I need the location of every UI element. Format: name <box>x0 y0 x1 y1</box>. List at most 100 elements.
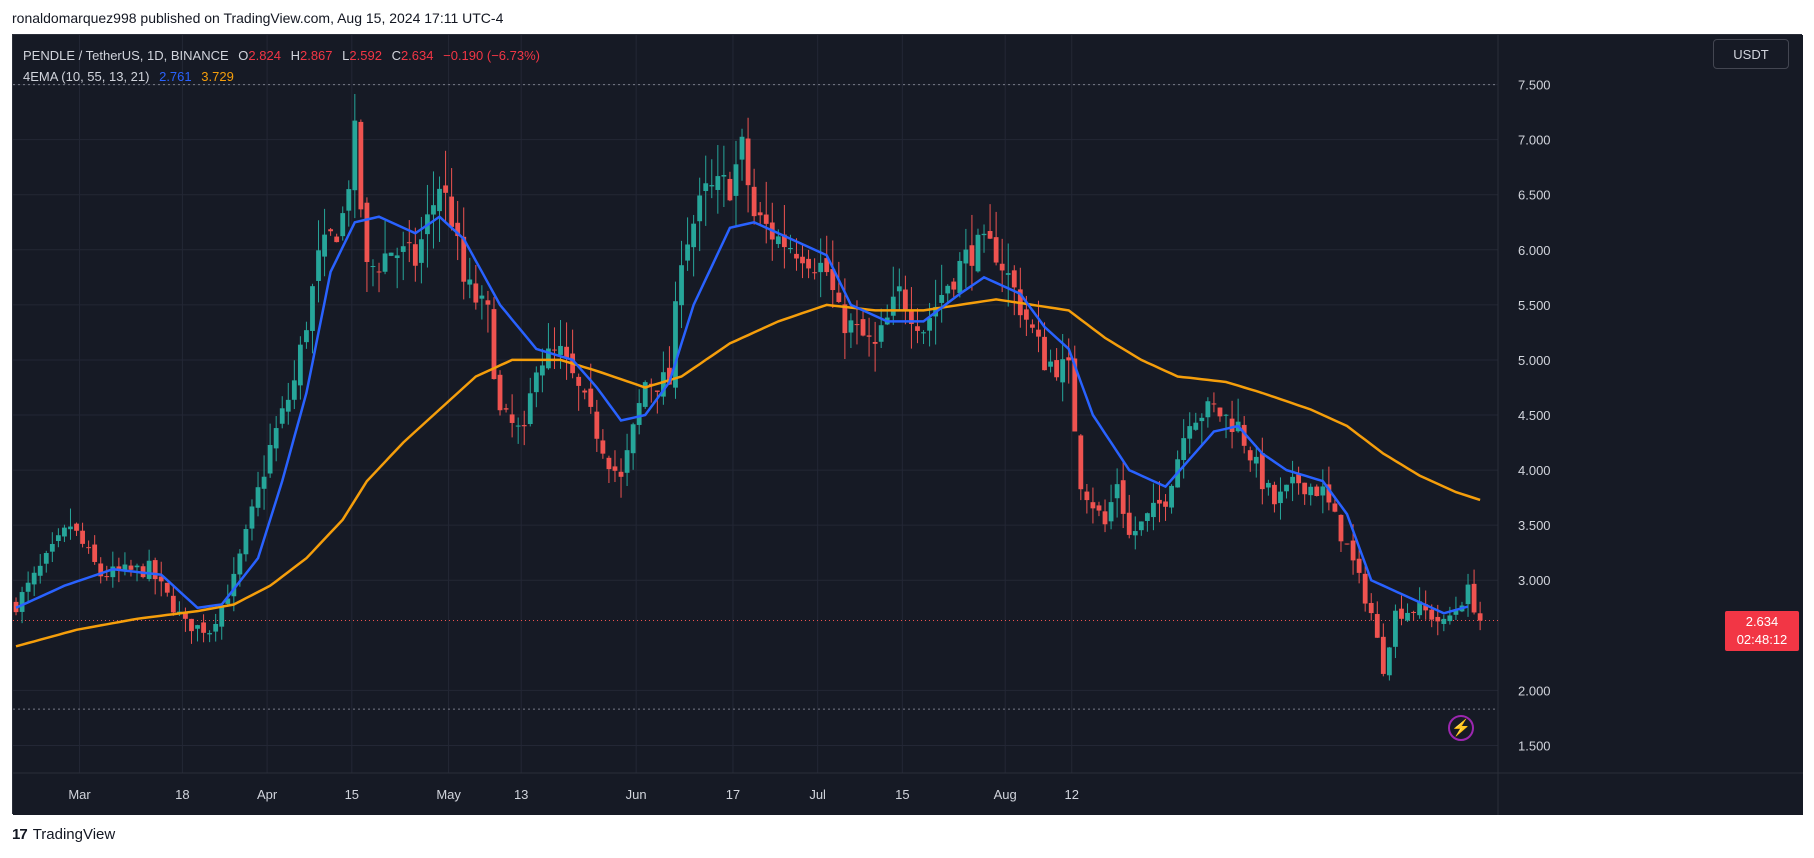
candle-body <box>727 178 733 201</box>
bar-countdown: 02:48:12 <box>1736 631 1788 647</box>
candle-body <box>1163 501 1168 507</box>
candle-body <box>1217 407 1223 417</box>
x-tick-label: Jul <box>809 787 826 802</box>
candle-body <box>485 300 491 305</box>
candle-body <box>927 317 932 331</box>
candle-body <box>751 186 757 217</box>
candle-body <box>1144 513 1150 521</box>
candle-body <box>406 242 412 244</box>
candle-body <box>1157 499 1162 504</box>
candle-body <box>1290 476 1295 484</box>
close-label: C <box>391 48 401 63</box>
change-value: −0.190 (−6.73%) <box>443 48 540 63</box>
candle-body <box>1169 485 1174 508</box>
chart-panel[interactable]: Mar 18 Apr 15 May 13 Jun 17 Jul 15 Aug 12 7.500 7.000… <box>12 34 1803 815</box>
candle-body <box>667 367 672 385</box>
candle-body <box>328 229 334 232</box>
x-tick-label: Aug <box>994 787 1017 802</box>
candle-body <box>552 349 557 351</box>
candle-body <box>352 120 358 191</box>
candle-body <box>733 164 739 196</box>
candle-body <box>310 286 315 331</box>
candle-body <box>473 283 479 303</box>
candle-body <box>279 408 285 424</box>
tradingview-footer[interactable]: 17 TradingView <box>12 826 115 843</box>
candle-body <box>1302 482 1308 495</box>
candle-body <box>134 565 140 568</box>
candle-body <box>1138 521 1144 531</box>
candle-body <box>128 565 134 570</box>
y-tick-label: 3.500 <box>1518 518 1551 533</box>
ema-slow-value: 3.729 <box>201 69 234 84</box>
lightning-icon[interactable]: ⚡ <box>1448 715 1474 741</box>
candle-body <box>1229 418 1235 433</box>
candle-body <box>872 341 878 344</box>
candle-body <box>763 214 769 224</box>
candle-body <box>370 266 376 268</box>
candle-body <box>600 440 606 454</box>
candle-body <box>1060 359 1066 383</box>
candle-body <box>654 390 660 392</box>
x-tick-label: 15 <box>345 787 359 802</box>
candle-body <box>68 526 73 530</box>
candle-body <box>273 428 279 449</box>
candle-body <box>382 253 388 272</box>
low-value: 2.592 <box>349 48 382 63</box>
low-label: L <box>342 48 350 63</box>
candle-body <box>1386 647 1392 676</box>
candle-body <box>285 399 291 412</box>
y-tick-label: 2.000 <box>1518 683 1551 698</box>
candle-body <box>957 260 963 294</box>
candle-body <box>86 547 92 549</box>
candle-body <box>1278 491 1283 504</box>
candle-body <box>1023 309 1029 320</box>
candle-body <box>1096 505 1102 511</box>
currency-button[interactable]: USDT <box>1713 39 1789 69</box>
candle-body <box>1259 453 1265 490</box>
candle-body <box>1423 604 1429 611</box>
candle-body <box>346 189 352 211</box>
candle-body <box>866 335 872 337</box>
candle-body <box>74 523 79 531</box>
candle-body <box>503 408 509 410</box>
candle-body <box>400 246 406 252</box>
candle-body <box>636 403 642 425</box>
indicator-row: 4EMA (10, 55, 13, 21) 2.761 3.729 <box>23 66 540 87</box>
candle-body <box>1187 426 1193 439</box>
candle-body <box>1447 615 1453 622</box>
candle-body <box>104 576 110 578</box>
candle-body <box>800 256 805 264</box>
candle-body <box>98 563 104 577</box>
candle-body <box>394 255 400 259</box>
candle-body <box>824 258 830 273</box>
candle-body <box>1308 486 1314 496</box>
candle-body <box>1429 609 1435 620</box>
candle-body <box>854 324 860 326</box>
candle-body <box>582 390 588 393</box>
chart-background <box>13 35 1803 815</box>
candle-body <box>479 295 485 299</box>
candle-body <box>606 457 612 470</box>
candle-body <box>818 262 824 273</box>
candle-body <box>1011 270 1017 288</box>
y-tick-label: 7.500 <box>1518 78 1551 93</box>
y-tick-label: 4.500 <box>1518 408 1551 423</box>
high-label: H <box>290 48 300 63</box>
tradingview-brand: TradingView <box>32 826 116 843</box>
candle-body <box>376 271 382 273</box>
candle-body <box>1368 602 1374 614</box>
candle-body <box>1078 435 1084 490</box>
open-label: O <box>238 48 249 63</box>
candle-body <box>788 247 793 250</box>
candle-body <box>715 176 721 190</box>
candle-body <box>461 236 467 282</box>
candlestick-chart[interactable]: Mar 18 Apr 15 May 13 Jun 17 Jul 15 Aug 12 7.500 7.000… <box>13 35 1803 815</box>
indicator-label[interactable]: 4EMA (10, 55, 13, 21) <box>23 69 150 84</box>
candle-body <box>358 121 364 210</box>
candle-body <box>1054 360 1060 378</box>
candle-body <box>1393 610 1398 647</box>
candle-body <box>1344 543 1350 545</box>
candle-body <box>1084 491 1090 501</box>
candle-body <box>618 471 624 477</box>
symbol-label[interactable]: PENDLE / TetherUS, 1D, BINANCE <box>23 48 229 63</box>
